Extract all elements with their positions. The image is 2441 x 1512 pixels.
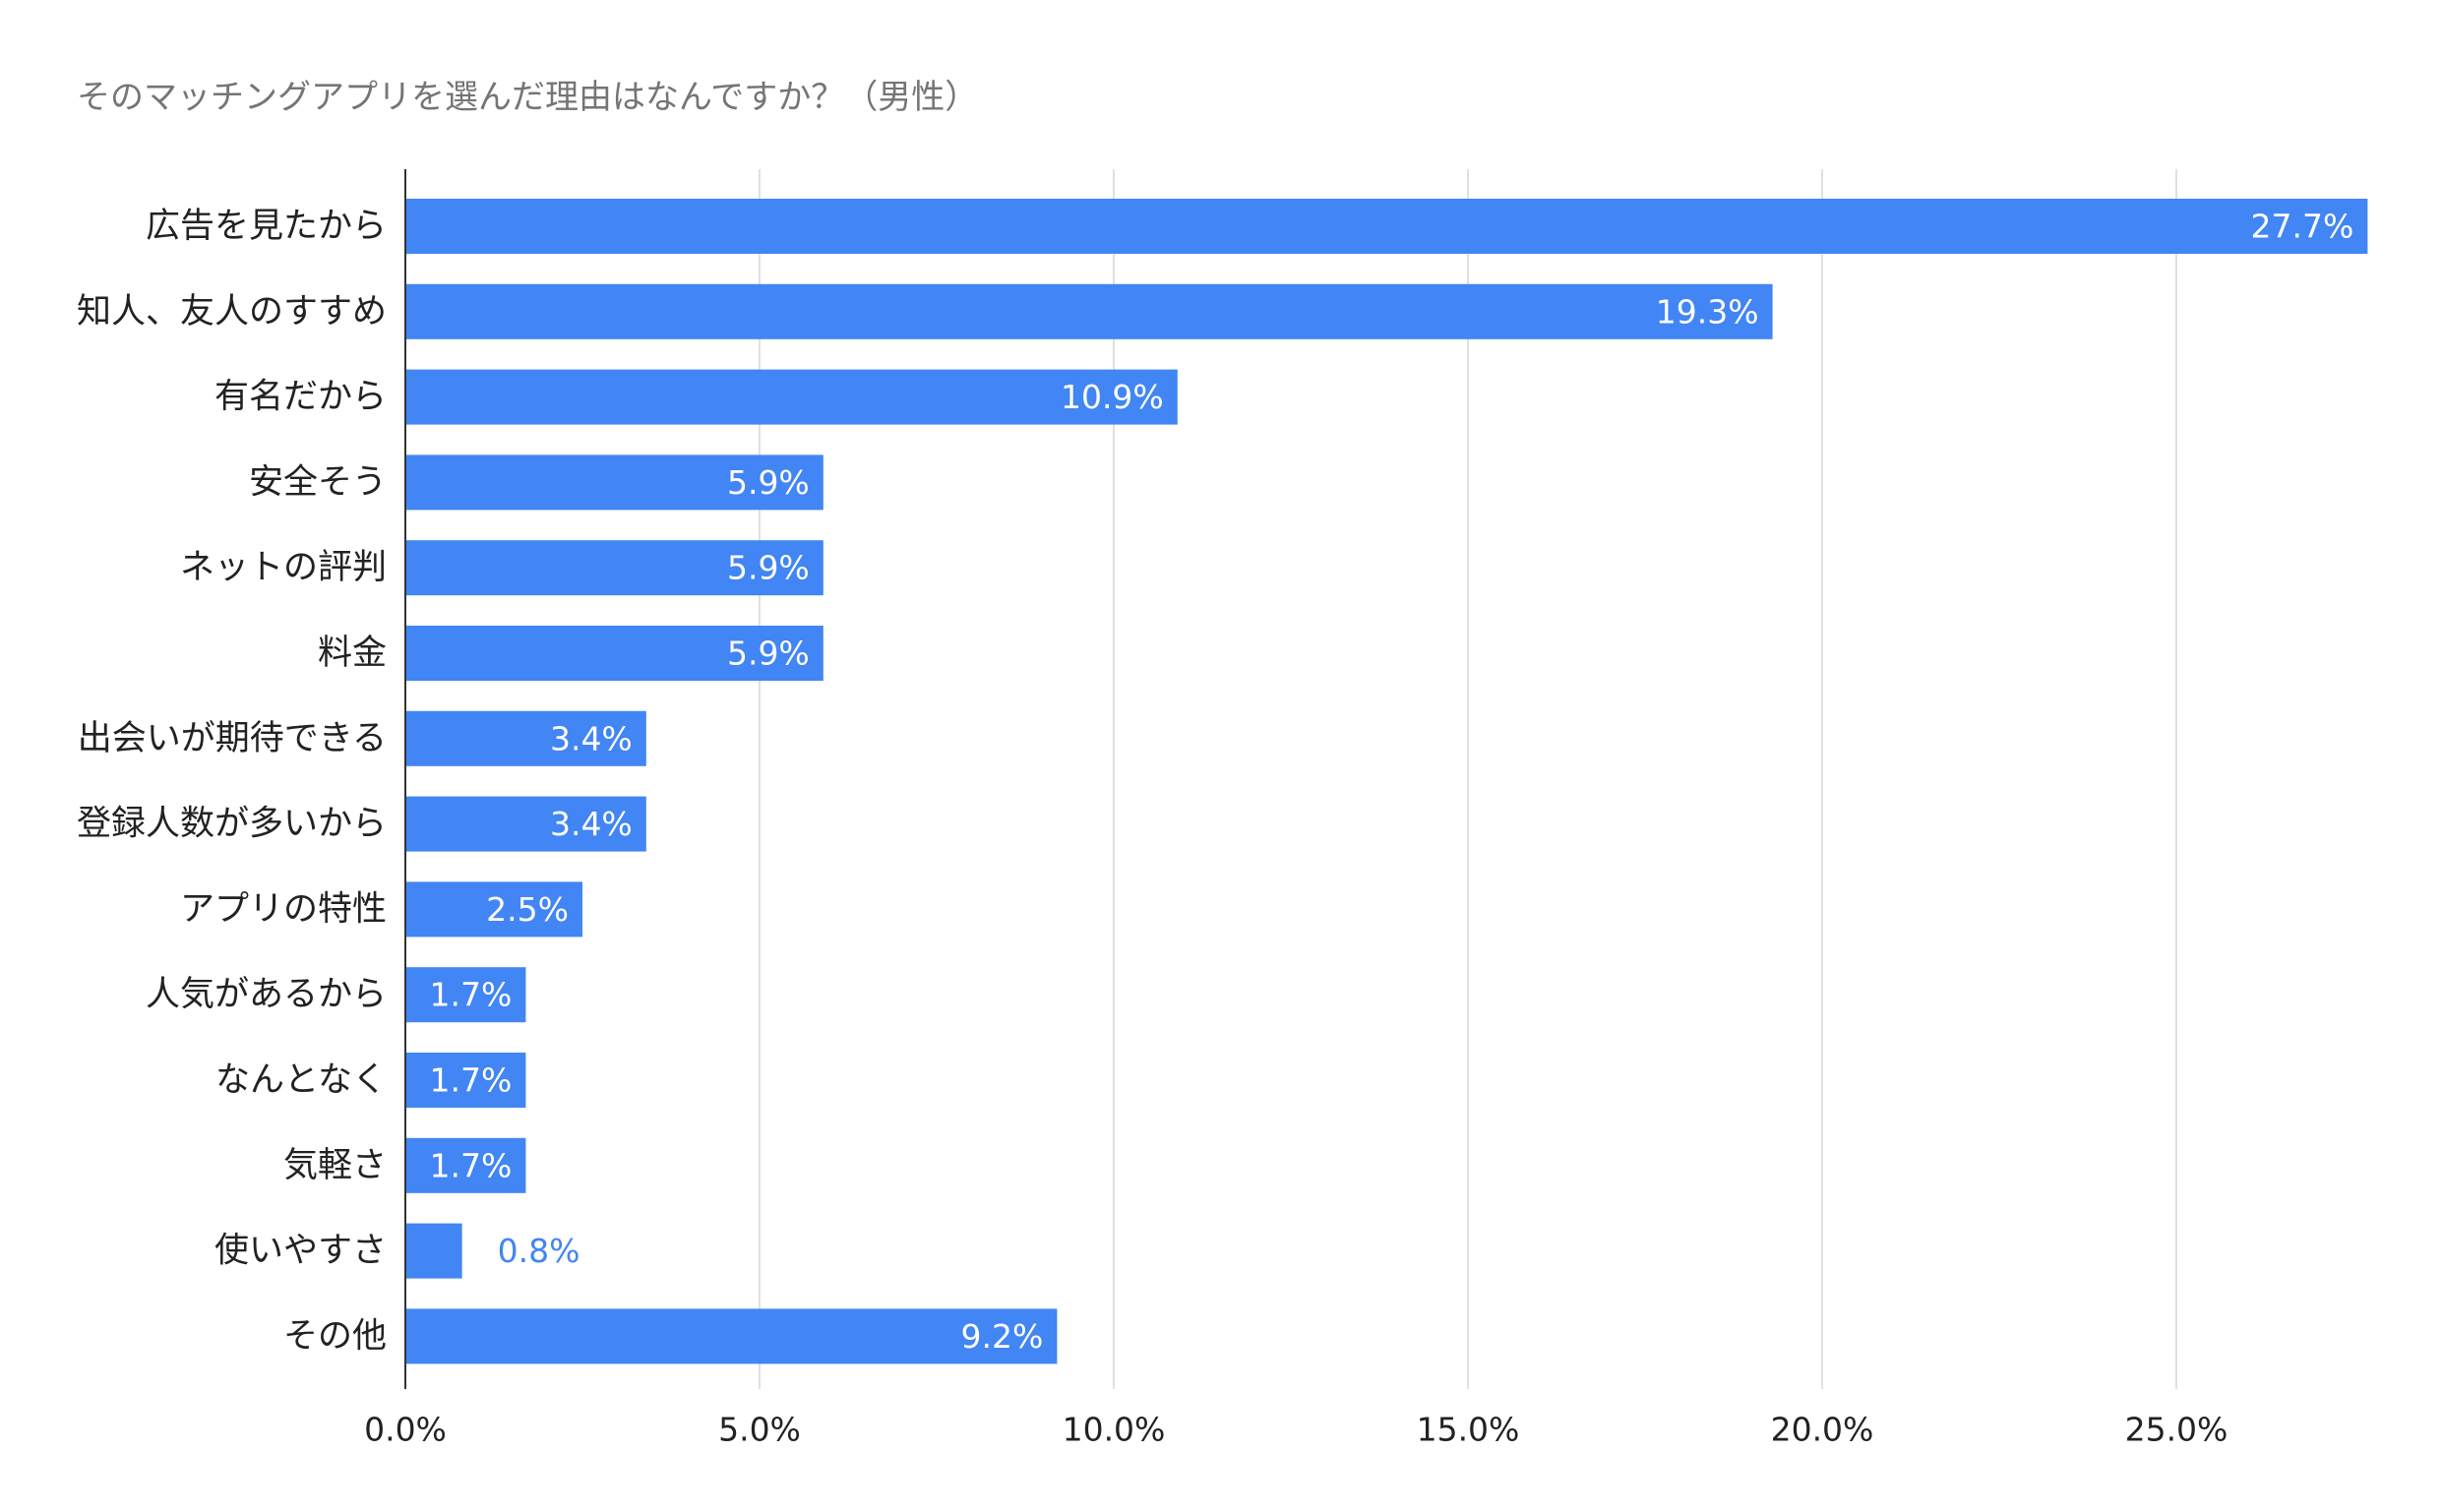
category-label: 使いやすさ	[214, 1232, 387, 1271]
category-label: 知人、友人のすすめ	[77, 292, 387, 332]
bar	[405, 967, 526, 1023]
data-label: 1.7%	[430, 976, 513, 1014]
x-tick-label: 25.0%	[2125, 1411, 2228, 1449]
bar	[405, 1308, 1058, 1364]
data-label: 2.5%	[486, 890, 569, 929]
bar	[405, 881, 582, 937]
category-labels: 広告を見たから知人、友人のすすめ有名だから安全そうネットの評判料金出会いが期待で…	[77, 207, 387, 1356]
x-tick-label: 20.0%	[1771, 1411, 1874, 1449]
data-label: 1.7%	[430, 1146, 513, 1184]
category-label: アプリの特性	[180, 889, 387, 929]
category-label: 人気があるから	[146, 975, 387, 1014]
data-label: 5.9%	[727, 635, 810, 673]
bar	[405, 540, 824, 596]
x-tick-label: 15.0%	[1417, 1411, 1520, 1449]
bar	[405, 710, 646, 766]
category-label: 安全そう	[249, 462, 387, 502]
bar	[405, 796, 646, 852]
category-label: 出会いが期待できる	[78, 719, 387, 758]
category-label: その他	[283, 1316, 387, 1356]
data-labels: 27.7% 19.3% 10.9% 5.9% 5.9% 5.9% 3.4% 3.4% 2.5% 1…	[430, 208, 2354, 1356]
bar	[405, 369, 1178, 425]
bars	[405, 199, 2368, 1364]
category-label: 料金	[318, 634, 387, 673]
data-label: 27.7%	[2251, 208, 2354, 246]
category-label: 有名だから	[214, 378, 387, 417]
data-label: 3.4%	[550, 719, 633, 757]
data-label: 3.4%	[550, 805, 633, 843]
x-tick-label: 5.0%	[718, 1411, 801, 1449]
data-label: 9.2%	[961, 1317, 1044, 1356]
data-label: 5.9%	[727, 463, 810, 502]
bar	[405, 1053, 526, 1108]
data-label: 1.7%	[430, 1061, 513, 1100]
chart-title: そのマッチングアプリを選んだ理由はなんですか？（男性）	[77, 78, 978, 117]
data-label: 19.3%	[1656, 292, 1759, 331]
bar	[405, 283, 1773, 339]
data-label: 10.9%	[1061, 378, 1164, 416]
category-label: 登録人数が多いから	[77, 805, 387, 844]
category-label: 気軽さ	[283, 1146, 387, 1185]
x-axis-ticks: 0.0% 5.0% 10.0% 15.0% 20.0% 25.0%	[364, 1411, 2227, 1449]
bar	[405, 454, 824, 511]
data-label: 5.9%	[727, 549, 810, 587]
category-label: なんとなく	[215, 1060, 387, 1100]
bar	[405, 1137, 526, 1193]
category-label: ネットの評判	[180, 548, 387, 587]
category-label: 広告を見たから	[146, 207, 387, 246]
gridlines	[759, 169, 2177, 1389]
bar	[405, 1223, 462, 1279]
bar	[405, 199, 2368, 254]
data-label: 0.8%	[498, 1232, 580, 1270]
x-tick-label: 10.0%	[1063, 1411, 1166, 1449]
x-tick-label: 0.0%	[364, 1411, 447, 1449]
bar	[405, 626, 824, 681]
